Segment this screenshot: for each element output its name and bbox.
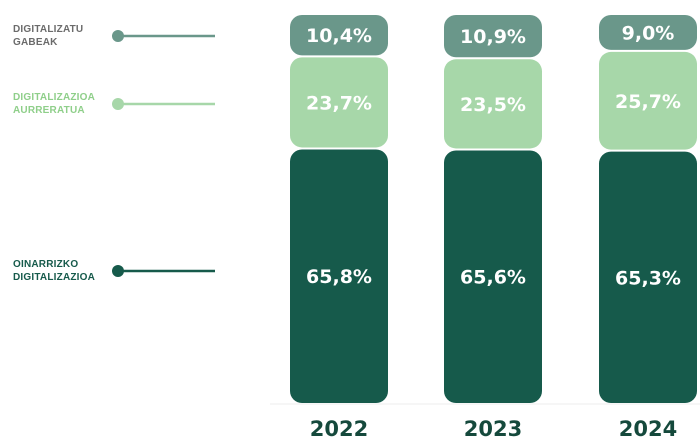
x-tick-label-2024: 2024 (619, 417, 677, 438)
bar-segment-2023-2 (444, 59, 542, 149)
bar-segment-2024-1 (599, 151, 697, 403)
data-label-2023-2: 23,5% (460, 94, 526, 116)
data-label-2022-3: 10,4% (306, 25, 372, 47)
bar-segment-2022-1 (290, 149, 388, 403)
data-label-2024-1: 65,3% (615, 267, 681, 289)
legend-label-2: DIGITALIZAZIOA AURRERATUA (13, 92, 95, 116)
bars: 65,8% 23,7% 10,4% 65,6% 23,5% 10,9% 65,3% 25,7%… (290, 15, 697, 403)
data-label-2024-3: 9,0% (622, 22, 675, 44)
legend: DIGITALIZATU GABEAK DIGITALIZAZIOA AURRERAT… (13, 24, 215, 283)
legend-marker-2 (112, 98, 124, 110)
data-label-2022-2: 23,7% (306, 92, 372, 114)
legend-marker-1 (112, 30, 124, 42)
bar-segment-2024-3 (599, 15, 697, 50)
legend-marker-3 (112, 265, 124, 277)
bar-segment-2022-2 (290, 57, 388, 148)
bar-segment-2023-1 (444, 150, 542, 403)
bar-segment-2022-3 (290, 15, 388, 56)
legend-label-1: DIGITALIZATU GABEAK (13, 24, 83, 48)
x-tick-label-2023: 2023 (464, 417, 522, 438)
legend-label-3: OINARRIZKO DIGITALIZAZIOA (13, 259, 95, 283)
data-label-2024-2: 25,7% (615, 91, 681, 113)
data-label-2023-1: 65,6% (460, 267, 526, 289)
x-tick-labels: 2022 2023 2024 (310, 417, 677, 438)
data-label-2022-1: 65,8% (306, 266, 372, 288)
data-label-2023-3: 10,9% (460, 26, 526, 48)
bar-segment-2023-3 (444, 15, 542, 58)
bar-segment-2024-2 (599, 51, 697, 150)
x-tick-label-2022: 2022 (310, 417, 368, 438)
